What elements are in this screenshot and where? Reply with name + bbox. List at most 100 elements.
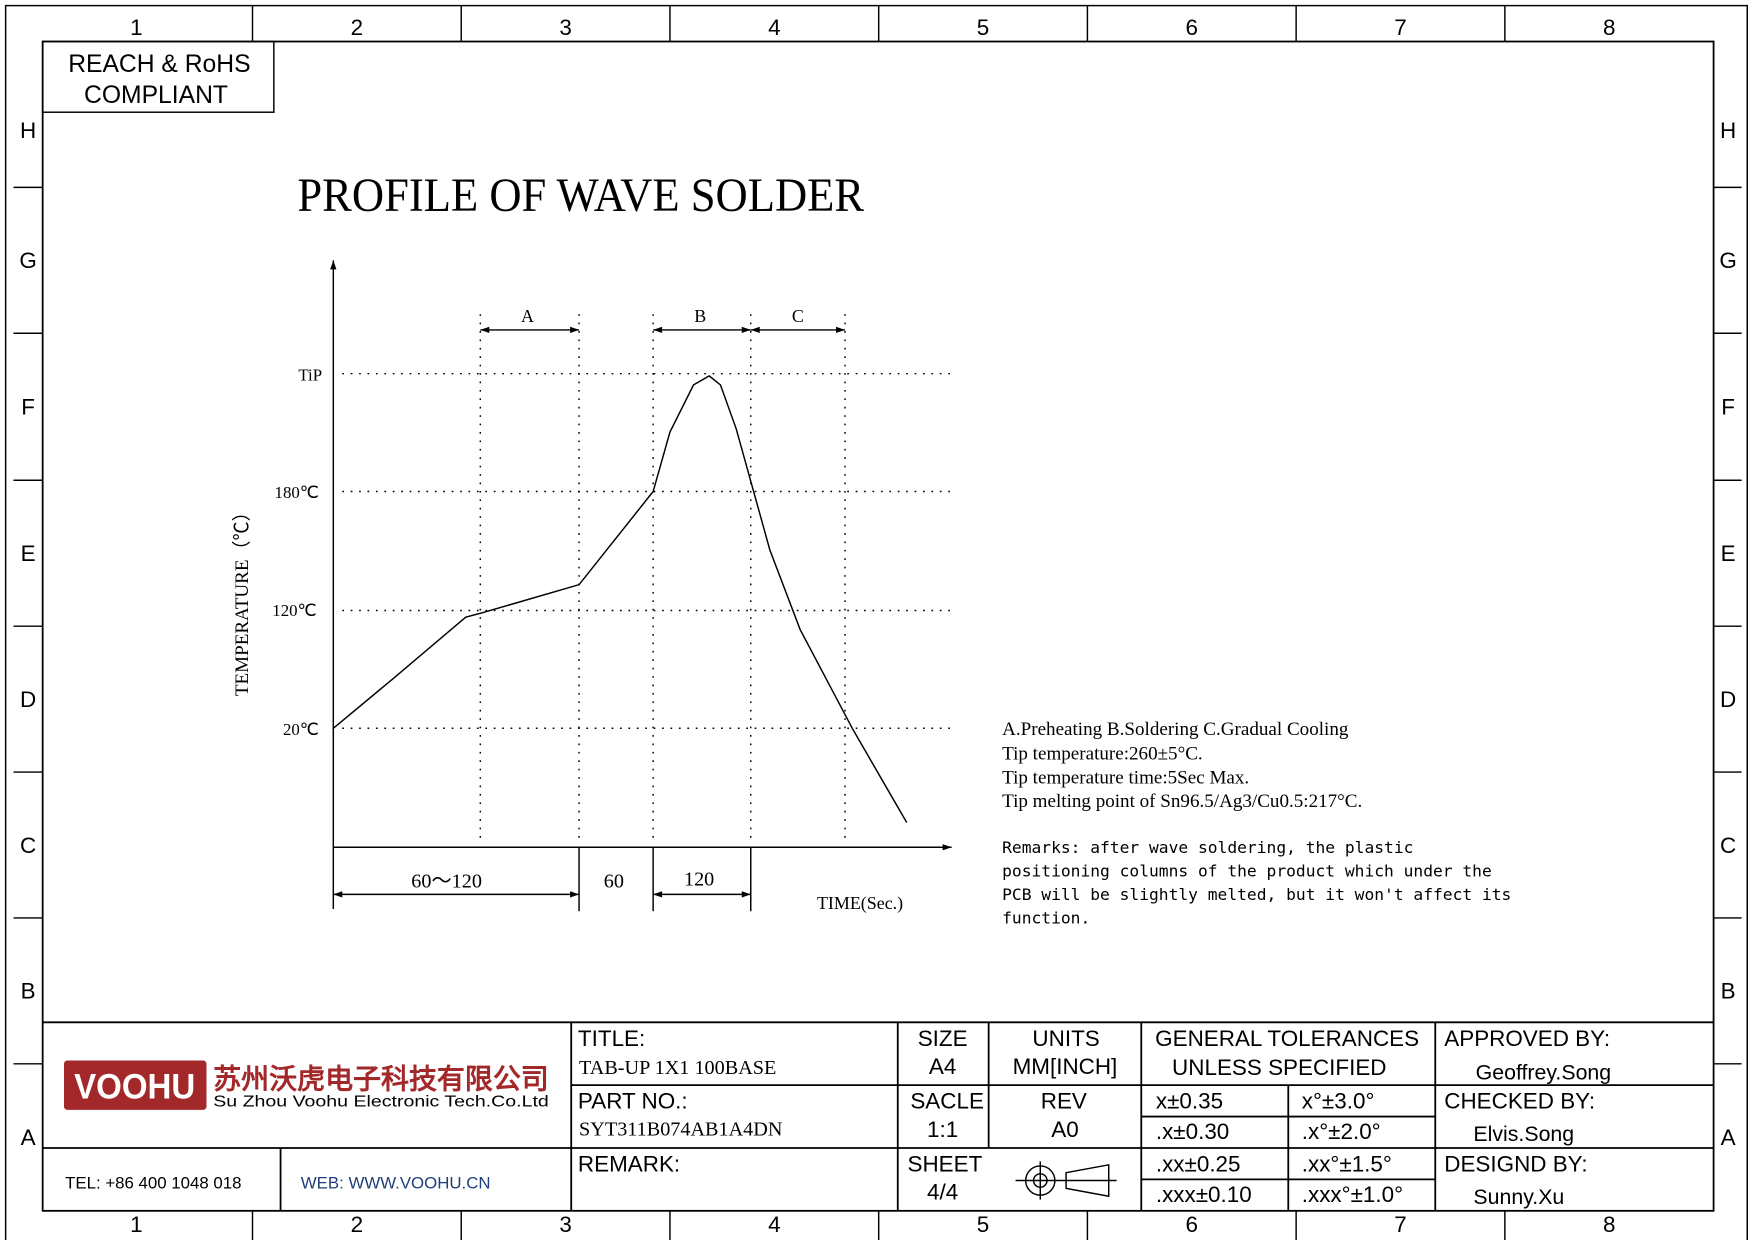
tolerance-angular: .xx°±1.5° [1302,1152,1392,1177]
zone-label: A [521,306,534,326]
remarks-line: function. [1002,909,1090,928]
units-value: MM[INCH] [1013,1054,1118,1079]
process-notes: A.Preheating B.Soldering C.Gradual Cooli… [1002,719,1511,928]
compliance-box: REACH & RoHS COMPLIANT [41,40,275,113]
compliance-line2: COMPLIANT [84,82,228,109]
border-column-label: 6 [1186,1212,1198,1237]
scale-label: SACLE [910,1089,984,1114]
checked-value: Elvis.Song [1473,1122,1574,1146]
duration-label: 60～120 [411,871,482,893]
notes-melting: Tip melting point of Sn96.5/Ag3/Cu0.5:21… [1002,791,1362,812]
tolerance-linear: .xx±0.25 [1156,1152,1241,1177]
sheet-frame [4,4,1748,1240]
y-tick-label: TiP [298,365,322,384]
grid-lines [342,314,954,842]
border-column-label: 2 [351,1212,363,1237]
border-column-label: 6 [1186,15,1198,40]
border-column-label: 8 [1603,1212,1615,1237]
border-row-label: E [21,541,36,566]
duration-dimensions [333,847,752,912]
rev-label: REV [1041,1089,1087,1114]
approved-value: Geoffrey.Song [1476,1061,1611,1085]
border-column-label: 4 [768,15,780,40]
scale-value: 1:1 [927,1117,958,1142]
tolerance-angular: .x°±2.0° [1302,1119,1381,1144]
size-value: A4 [929,1054,956,1079]
border-row-label: G [19,248,36,273]
border-row-label: G [1719,248,1736,273]
border-column-label: 4 [768,1212,780,1237]
tolerance-linear: .xxx±0.10 [1156,1182,1252,1207]
border-row-label: D [1720,687,1736,712]
rev-value: A0 [1051,1117,1078,1142]
border-row-label: H [1720,118,1736,143]
duration-label: 60 [604,871,624,893]
border-column-label: 2 [351,15,363,40]
zone-label: B [694,306,706,326]
tolerances-heading: GENERAL TOLERANCES [1155,1026,1419,1051]
border-row-label: E [1721,541,1736,566]
company-english-name: Su Zhou Voohu Electronic Tech.Co.Ltd [213,1093,549,1110]
temperature-curve [332,375,908,823]
border-row-label: C [20,833,36,858]
y-tick-label: 180℃ [275,483,319,502]
part-value: SYT311B074AB1A4DN [579,1119,783,1141]
units-label: UNITS [1032,1026,1099,1051]
border-column-label: 3 [559,1212,571,1237]
compliance-line1: REACH & RoHS [68,51,250,78]
y-tick-label: 20℃ [283,720,319,739]
border-row-label: C [1720,833,1736,858]
zone-label: C [792,306,804,326]
sheet-label: SHEET [907,1152,982,1177]
border-row-label: F [21,395,35,420]
zone-labels: 1 1 2 2 3 3 4 4 5 5 6 6 7 7 8 8 H H G G F F E E D D C C B B A A [19,15,1737,1237]
border-row-label: F [1721,395,1735,420]
title-label: TITLE: [578,1026,645,1051]
border-row-label: A [1721,1125,1736,1150]
checked-label: CHECKED BY: [1444,1089,1595,1114]
notes-tip-time: Tip temperature time:5Sec Max. [1002,767,1249,788]
border-column-label: 5 [977,1212,989,1237]
size-label: SIZE [918,1026,968,1051]
y-axis-label: TEMPERATURE（℃） [231,502,253,696]
first-angle-projection-icon [1015,1161,1117,1200]
border-row-label: B [1721,979,1736,1004]
duration-label: 120 [684,868,714,890]
tolerance-angular: .xxx°±1.0° [1302,1182,1403,1207]
x-axis-label: TIME(Sec.) [817,893,903,914]
svg-text:VOOHU: VOOHU [74,1069,195,1107]
border-column-label: 8 [1603,15,1615,40]
company-chinese-name: 苏州沃虎电子科技有限公司 [213,1064,549,1095]
border-column-label: 3 [559,15,571,40]
border-column-label: 5 [977,15,989,40]
designed-label: DESIGND BY: [1444,1152,1587,1177]
company-logo: VOOHU 苏州沃虎电子科技有限公司 Su Zhou Voohu Electro… [63,1060,549,1110]
designed-value: Sunny.Xu [1473,1185,1564,1209]
title-value: TAB-UP 1X1 100BASE [579,1057,776,1079]
tolerances-subheading: UNLESS SPECIFIED [1172,1055,1386,1080]
notes-tip-temp: Tip temperature:260±5°C. [1002,744,1203,765]
remarks-line: Remarks: after wave soldering, the plast… [1002,838,1413,857]
sheet-value: 4/4 [927,1180,958,1205]
part-label: PART NO.: [578,1089,688,1114]
border-column-label: 1 [130,15,142,40]
remarks-line: PCB will be slightly melted, but it won'… [1002,885,1511,904]
border-row-label: H [20,118,36,143]
border-row-label: D [20,687,36,712]
approved-label: APPROVED BY: [1444,1026,1610,1051]
tolerance-linear: .x±0.30 [1156,1119,1229,1144]
remark-label: REMARK: [578,1152,680,1177]
tel: TEL: +86 400 1048 018 [65,1173,241,1192]
solder-profile-chart: TiP 180℃ 120℃ 20℃ TEMPERATURE（℃） A B C 6… [231,260,954,914]
title-block: VOOHU 苏州沃虎电子科技有限公司 Su Zhou Voohu Electro… [42,1021,1714,1211]
border-row-label: B [21,979,36,1004]
notes-legend: A.Preheating B.Soldering C.Gradual Cooli… [1002,719,1349,740]
border-row-label: A [21,1125,36,1150]
tolerance-linear: x±0.35 [1156,1089,1223,1114]
y-tick-label: 120℃ [272,601,316,620]
border-column-label: 7 [1394,15,1406,40]
border-column-label: 7 [1394,1212,1406,1237]
remarks-line: positioning columns of the product which… [1002,861,1492,880]
web-link[interactable]: WEB: WWW.VOOHU.CN [301,1173,491,1192]
